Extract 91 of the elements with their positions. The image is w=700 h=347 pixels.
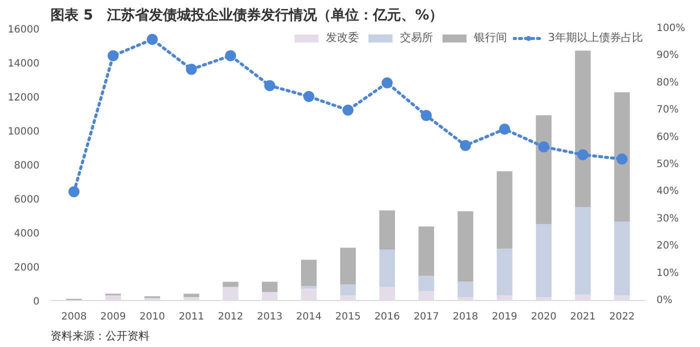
chart-title: 图表 5 江苏省发债城投企业债券发行情况（单位：亿元、%） <box>50 8 444 24</box>
bar <box>418 276 434 292</box>
bar <box>418 226 434 276</box>
bar <box>144 298 160 300</box>
text: 资料来源：公开资料 <box>50 330 150 342</box>
y-tick-label: 16000 <box>8 24 40 36</box>
y2-tick-label: 80% <box>656 77 679 88</box>
bar <box>496 295 512 300</box>
bar <box>458 297 474 300</box>
y2-tick-label: 0% <box>656 295 672 306</box>
bar <box>575 294 591 300</box>
bar <box>496 248 512 296</box>
point <box>382 77 393 88</box>
bar <box>614 92 630 222</box>
point <box>264 80 276 92</box>
bar <box>614 221 630 296</box>
bar <box>262 292 278 300</box>
point <box>108 50 119 62</box>
bar <box>575 207 591 295</box>
y2-tick-label: 50% <box>656 159 679 170</box>
point <box>303 91 314 102</box>
x-tick-label: 2011 <box>178 312 204 322</box>
x-tick-label: 2010 <box>140 312 166 322</box>
bar <box>458 211 474 282</box>
x-tick-label: 2020 <box>531 312 556 322</box>
point <box>225 50 236 62</box>
x-tick-label: 2018 <box>452 312 478 322</box>
bar <box>458 282 474 298</box>
y-tick-label: 10000 <box>8 126 40 138</box>
y-tick-label: 2000 <box>14 262 40 274</box>
bar <box>262 282 278 292</box>
point <box>342 104 354 116</box>
y-tick-label: 6000 <box>14 194 40 206</box>
legend-label: 发改委 <box>326 30 359 45</box>
x-tick-label: 2013 <box>256 312 282 322</box>
y-tick-label: 4000 <box>14 228 40 240</box>
bar <box>418 291 434 300</box>
bar <box>379 286 395 300</box>
y-tick-label: 12000 <box>8 92 40 104</box>
bar <box>105 295 121 300</box>
point <box>146 34 158 45</box>
x-tick-label: 2009 <box>100 312 126 322</box>
legend-label: 3年期以上债券占比 <box>548 30 643 45</box>
legend-label: 银行间 <box>474 30 507 45</box>
bar <box>184 297 200 300</box>
bar <box>301 260 317 286</box>
y2-tick-label: 10% <box>656 268 679 279</box>
bar <box>536 224 552 298</box>
y2-tick-label: 30% <box>656 213 679 224</box>
legend-label: 交易所 <box>400 30 433 45</box>
x-tick-label: 2022 <box>609 312 635 322</box>
bar <box>340 295 356 300</box>
bar <box>379 210 395 250</box>
y2-tick-label: 70% <box>656 104 679 116</box>
y2-tick-label: 60% <box>656 132 679 143</box>
x-tick-label: 2016 <box>374 312 400 322</box>
bar <box>184 294 200 298</box>
point <box>577 149 588 160</box>
point <box>538 141 550 152</box>
bar <box>575 50 591 207</box>
y2-tick-label: 40% <box>656 186 679 198</box>
point <box>420 110 432 122</box>
point <box>499 124 510 135</box>
x-tick-label: 2014 <box>296 312 322 322</box>
x-tick-label: 2012 <box>218 312 244 322</box>
x-tick-label: 2021 <box>570 312 596 322</box>
bar <box>340 248 356 284</box>
x-tick-label: 2017 <box>414 312 440 322</box>
bar <box>496 171 512 249</box>
bar <box>536 297 552 300</box>
x-tick-label: 2015 <box>335 312 361 322</box>
bar <box>222 286 238 300</box>
point <box>460 140 471 151</box>
x-tick-label: 2008 <box>61 312 87 322</box>
y-tick-label: 8000 <box>14 160 40 172</box>
y-tick-label: 14000 <box>8 58 40 70</box>
bar <box>614 295 630 300</box>
point <box>186 64 197 75</box>
bar <box>222 282 238 287</box>
point <box>68 186 80 198</box>
y2-tick-label: 100% <box>656 23 686 34</box>
y2-tick-label: 20% <box>656 240 679 252</box>
bar <box>301 288 317 300</box>
bar <box>301 286 317 289</box>
y2-tick-label: 90% <box>656 50 679 62</box>
bar <box>340 284 356 296</box>
x-tick-label: 2019 <box>492 312 518 322</box>
bar <box>536 115 552 224</box>
point <box>616 154 628 165</box>
y-tick-label: 0 <box>33 296 40 308</box>
bar <box>379 250 395 287</box>
